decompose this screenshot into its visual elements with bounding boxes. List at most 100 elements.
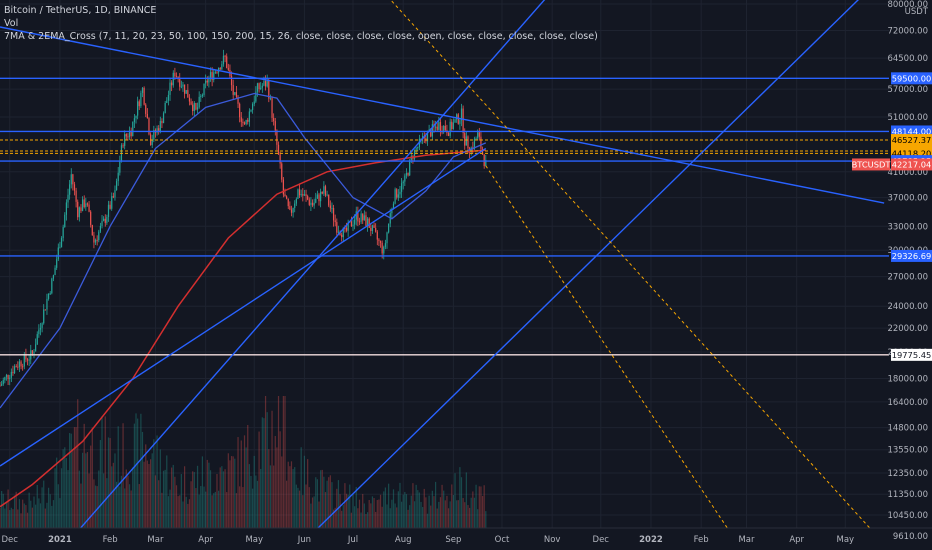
volume-bar — [326, 480, 328, 528]
volume-bar — [352, 493, 354, 528]
volume-bar — [396, 507, 398, 528]
candle-body — [103, 218, 105, 221]
candle-body — [324, 186, 327, 196]
candle-body — [459, 120, 461, 124]
volume-bar — [341, 510, 343, 528]
candle-body — [13, 366, 16, 374]
candle-body — [83, 199, 85, 208]
y-tick-label: 24000.00 — [887, 302, 928, 312]
candle-body — [420, 138, 422, 140]
volume-bar — [44, 508, 46, 528]
candle-body — [124, 134, 126, 146]
candle-body — [22, 366, 24, 368]
volume-label[interactable]: Vol — [4, 18, 19, 29]
volume-bar — [125, 469, 127, 528]
candle-body — [213, 72, 215, 80]
candle-body — [250, 109, 252, 112]
volume-bar — [52, 500, 55, 528]
x-tick-label: Nov — [544, 535, 561, 545]
candle-body — [203, 83, 205, 95]
volume-bar — [250, 475, 252, 528]
candle-body — [284, 194, 286, 197]
candle-body — [216, 71, 218, 73]
volume-bar — [208, 462, 210, 528]
y-tick-label: 22000.00 — [887, 324, 928, 334]
candle-body — [386, 232, 388, 244]
candle-body — [334, 220, 336, 223]
candle-body — [41, 323, 43, 328]
candle-body — [305, 194, 307, 197]
candle-body — [104, 218, 106, 223]
volume-bar — [260, 468, 262, 528]
price-label-box — [891, 72, 932, 85]
indicator-label[interactable]: 7MA & 2EMA_Cross (7, 11, 20, 23, 50, 100… — [4, 31, 598, 42]
volume-bar — [127, 475, 129, 528]
candle-body — [258, 83, 260, 90]
volume-bar — [240, 440, 242, 528]
candle-body — [311, 202, 314, 206]
volume-bar — [239, 486, 241, 528]
candle-body — [337, 231, 340, 233]
candle-body — [247, 119, 249, 122]
candle-body — [256, 83, 259, 92]
volume-bar — [345, 493, 348, 528]
volume-bar — [255, 475, 257, 528]
volume-bar — [1, 490, 3, 528]
candle-body — [320, 191, 322, 202]
volume-bar — [36, 484, 38, 528]
volume-bar — [389, 508, 391, 528]
trendline — [79, 0, 546, 528]
volume-bar — [381, 506, 383, 528]
volume-bar — [145, 444, 147, 528]
volume-bar — [468, 507, 471, 528]
candle-body — [146, 113, 148, 119]
symbol-title[interactable]: Bitcoin / TetherUS, 1D, BINANCE — [4, 5, 157, 16]
candle-body — [62, 227, 64, 238]
volume-bar — [185, 496, 187, 528]
candle-body — [99, 225, 102, 232]
volume-bar — [174, 476, 176, 528]
volume-bar — [206, 459, 208, 528]
volume-bar — [31, 507, 33, 528]
candle-body — [478, 132, 480, 137]
volume-bar — [431, 490, 433, 528]
volume-bar — [104, 416, 106, 528]
volume-bar — [222, 471, 225, 528]
volume-bar — [446, 495, 448, 528]
volume-bar — [128, 484, 131, 528]
x-tick-label: Oct — [495, 535, 510, 545]
candle-body — [451, 121, 453, 129]
candle-body — [467, 136, 469, 149]
volume-bar — [30, 500, 32, 528]
volume-bar — [224, 469, 226, 528]
volume-bar — [452, 494, 455, 528]
candle-body — [465, 136, 467, 146]
candle-body — [70, 174, 72, 185]
candle-body — [9, 377, 11, 380]
candle-body — [161, 121, 163, 124]
candle-body — [80, 207, 82, 212]
volume-bar — [332, 509, 335, 528]
candle-body — [313, 202, 315, 206]
candle-body — [69, 184, 71, 195]
candle-body — [454, 119, 456, 123]
volume-bar — [57, 484, 59, 528]
volume-bar — [15, 491, 17, 528]
candle-body — [362, 213, 364, 221]
candle-body — [281, 163, 283, 180]
volume-bar — [182, 501, 184, 528]
candle-body — [407, 173, 409, 176]
candle-body — [438, 122, 440, 130]
candle-body — [292, 207, 294, 213]
volume-bar — [303, 455, 306, 528]
candle-body — [187, 90, 189, 98]
volume-bar — [214, 491, 216, 528]
volume-bar — [281, 456, 283, 528]
candle-body — [336, 222, 338, 233]
candle-body — [221, 64, 223, 70]
volume-bar — [141, 431, 144, 528]
candle-body — [260, 87, 262, 90]
candle-body — [25, 354, 27, 360]
